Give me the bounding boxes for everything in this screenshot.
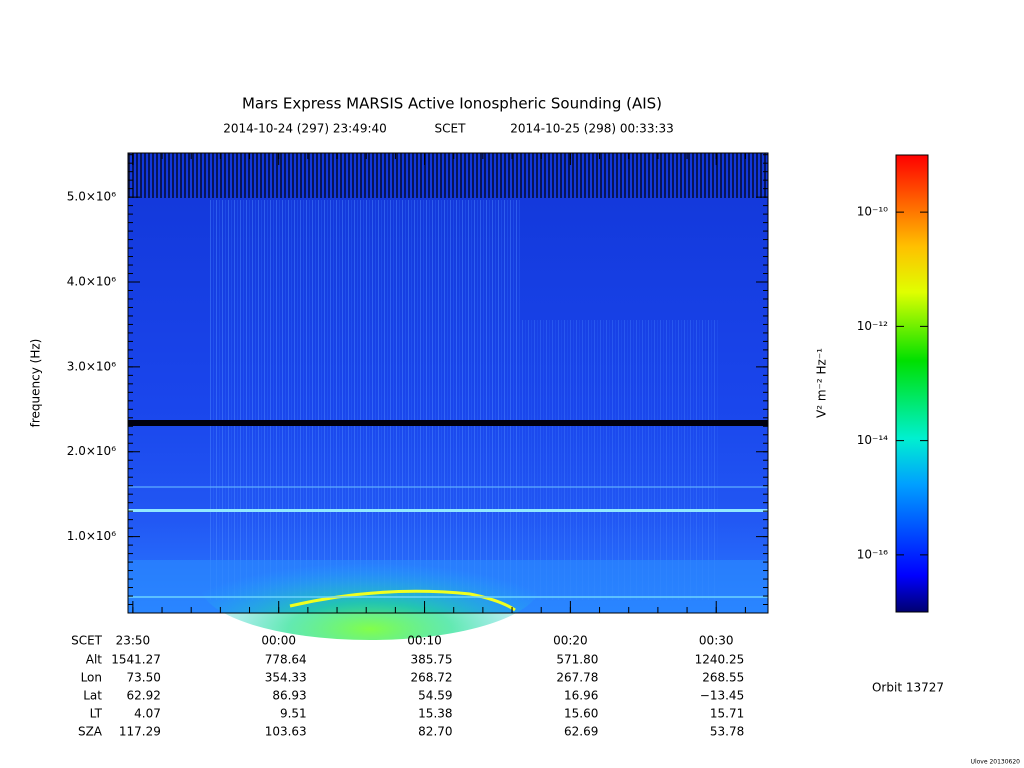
colorbar-label: V² m⁻² Hz⁻¹: [815, 348, 829, 418]
y-tick-label: 2.0×10⁶: [67, 444, 116, 458]
x-tick-label: 00:00: [261, 634, 296, 648]
ephemeris-value: 15.38: [418, 707, 452, 721]
ephemeris-value: 9.51: [280, 707, 307, 721]
y-tick-label: 3.0×10⁶: [67, 359, 116, 373]
y-tick-label: 5.0×10⁶: [67, 190, 116, 204]
colorbar: [895, 154, 929, 613]
ephemeris-value: 15.71: [710, 707, 744, 721]
ephemeris-value: 778.64: [265, 653, 307, 667]
spectrogram-image: [128, 153, 768, 640]
ephemeris-value: 1240.25: [695, 653, 745, 667]
ephemeris-value: 103.63: [265, 725, 307, 739]
ephemeris-value: 82.70: [418, 725, 452, 739]
ephemeris-value: 117.29: [119, 725, 161, 739]
ephemeris-value: 1541.27: [111, 653, 161, 667]
chart-title: Mars Express MARSIS Active Ionospheric S…: [242, 95, 662, 113]
colorbar-tick-label: 10⁻¹⁴: [857, 433, 888, 447]
x-tick-label: 00:20: [553, 634, 588, 648]
ephemeris-value: 385.75: [411, 653, 453, 667]
colorbar-tick-label: 10⁻¹⁶: [857, 547, 888, 561]
x-tick-label: 23:50: [116, 634, 151, 648]
ephemeris-value: 268.72: [411, 671, 453, 685]
y-tick-label: 4.0×10⁶: [67, 275, 116, 289]
x-tick-label: 00:30: [699, 634, 734, 648]
ephemeris-value: −13.45: [700, 689, 744, 703]
footer: Ulove 20130620: [971, 759, 1021, 766]
ephemeris-value: 268.55: [702, 671, 744, 685]
plot-frame: [127, 152, 769, 614]
start-time: 2014-10-24 (297) 23:49:40: [223, 122, 387, 136]
orbit-label: Orbit 13727: [872, 681, 944, 695]
ephemeris-value: 53.78: [710, 725, 744, 739]
ephemeris-value: 15.60: [564, 707, 598, 721]
colorbar-tick-label: 10⁻¹²: [857, 319, 888, 333]
ephemeris-value: 73.50: [127, 671, 161, 685]
ephemeris-label: SCET: [71, 634, 103, 648]
ephemeris-value: 4.07: [134, 707, 161, 721]
end-time: 2014-10-25 (298) 00:33:33: [510, 122, 674, 136]
ephemeris-label: Alt: [86, 653, 103, 667]
x-tick-label: 00:10: [407, 634, 442, 648]
ephemeris-value: 62.92: [127, 689, 161, 703]
ephemeris-value: 62.69: [564, 725, 598, 739]
ephemeris-label: SZA: [78, 725, 103, 739]
ephemeris-value: 16.96: [564, 689, 598, 703]
time-system: SCET: [435, 122, 467, 136]
ephemeris-label: Lat: [83, 689, 102, 703]
ephemeris-label: LT: [90, 707, 103, 721]
ephemeris-label: Lon: [81, 671, 102, 685]
ephemeris-value: 54.59: [418, 689, 452, 703]
colorbar-tick-label: 10⁻¹⁰: [857, 205, 888, 219]
ephemeris-value: 354.33: [265, 671, 307, 685]
ephemeris-value: 571.80: [556, 653, 598, 667]
y-axis-label: frequency (Hz): [29, 339, 43, 428]
y-tick-label: 1.0×10⁶: [67, 529, 116, 543]
ephemeris-value: 86.93: [272, 689, 306, 703]
ephemeris-value: 267.78: [556, 671, 598, 685]
